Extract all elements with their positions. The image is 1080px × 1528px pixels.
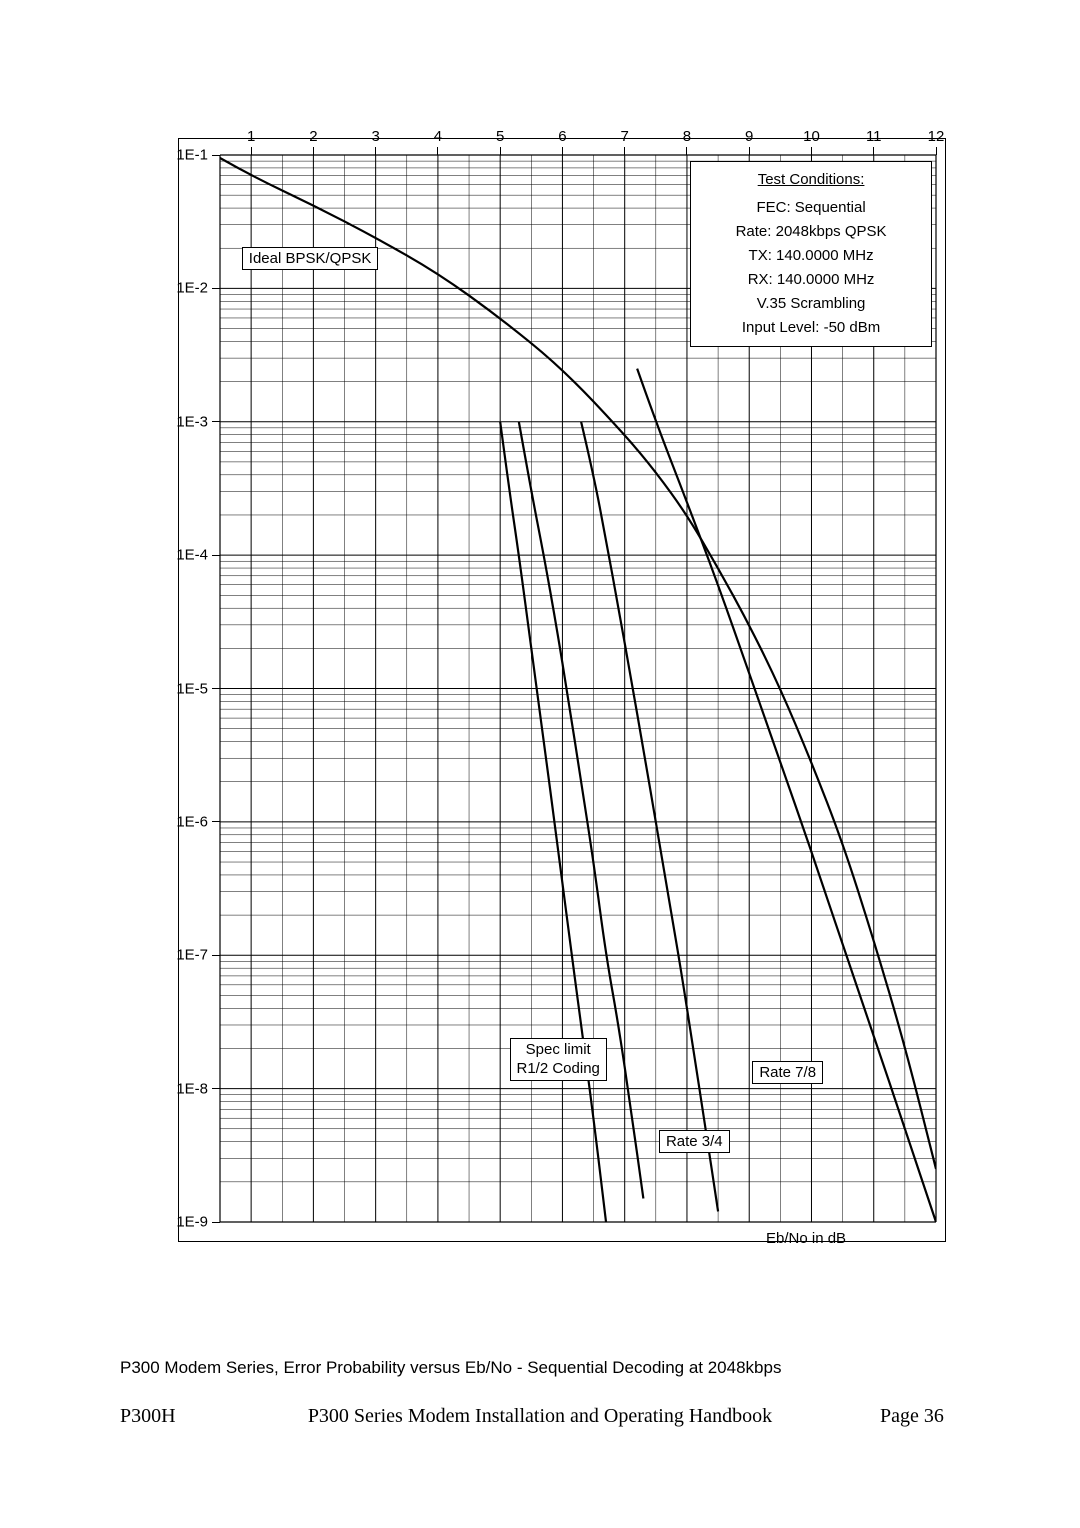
y-tick-label: 1E-2	[170, 280, 208, 297]
x-tick-label: 5	[496, 128, 504, 145]
y-tick-label: 1E-1	[170, 147, 208, 164]
x-tick-label: 10	[803, 128, 820, 145]
x-tick-label: 11	[866, 128, 882, 145]
test-conditions-line: Rate: 2048kbps QPSK	[701, 220, 921, 244]
y-tick-label: 1E-8	[170, 1080, 208, 1097]
footer-center: P300 Series Modem Installation and Opera…	[190, 1405, 890, 1428]
ideal-label-box: Ideal BPSK/QPSK	[242, 247, 379, 270]
x-tick-label: 3	[371, 128, 379, 145]
spec-limit-label-box: Spec limitR1/2 Coding	[510, 1038, 607, 1082]
y-tick-label: 1E-6	[170, 813, 208, 830]
x-tick-label: 4	[434, 128, 442, 145]
test-conditions-line: RX: 140.0000 MHz	[701, 268, 921, 292]
footer-left: P300H	[120, 1405, 176, 1428]
test-conditions-box: Test Conditions: FEC: SequentialRate: 204…	[690, 161, 932, 347]
x-tick-label: 9	[745, 128, 753, 145]
y-tick-label: 1E-9	[170, 1214, 208, 1231]
y-tick-label: 1E-5	[170, 680, 208, 697]
rate-3-4-label-box: Rate 3/4	[659, 1130, 730, 1153]
x-tick-label: 8	[683, 128, 691, 145]
test-conditions-line: TX: 140.0000 MHz	[701, 244, 921, 268]
rate-7-8-label-box: Rate 7/8	[752, 1061, 823, 1084]
test-conditions-line: V.35 Scrambling	[701, 292, 921, 316]
spec-limit-line-1: Spec limit	[517, 1041, 600, 1060]
test-conditions-line: Input Level: -50 dBm	[701, 316, 921, 340]
x-axis-title: Eb/No in dB	[766, 1230, 846, 1247]
y-tick-label: 1E-3	[170, 413, 208, 430]
y-tick-label: 1E-4	[170, 547, 208, 564]
x-tick-label: 7	[621, 128, 629, 145]
test-conditions-line: FEC: Sequential	[701, 196, 921, 220]
test-conditions-heading: Test Conditions:	[701, 168, 921, 192]
y-tick-label: 1E-7	[170, 947, 208, 964]
x-tick-label: 1	[247, 128, 255, 145]
x-tick-label: 12	[928, 128, 945, 145]
figure-caption: P300 Modem Series, Error Probability ver…	[120, 1358, 781, 1378]
x-tick-label: 6	[558, 128, 566, 145]
footer-right: Page 36	[880, 1405, 944, 1428]
x-tick-label: 2	[309, 128, 317, 145]
spec-limit-line-2: R1/2 Coding	[517, 1060, 600, 1079]
